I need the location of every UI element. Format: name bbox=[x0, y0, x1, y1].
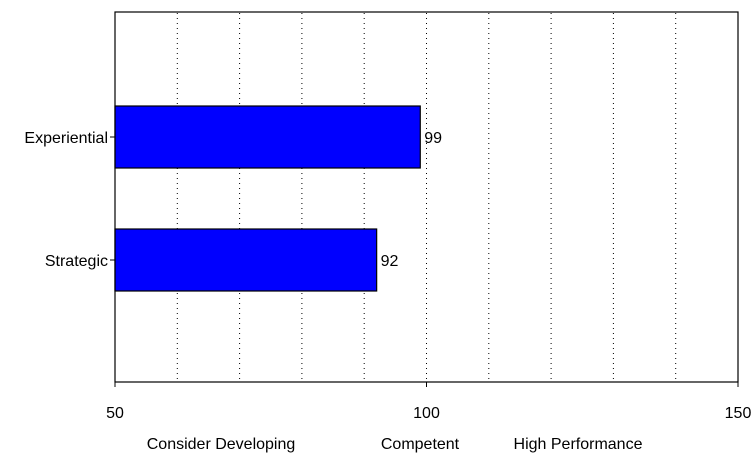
x-tick-label: 100 bbox=[413, 405, 440, 422]
category-label: Experiential bbox=[24, 130, 108, 147]
bars bbox=[114, 105, 421, 292]
plot-frame bbox=[114, 11, 739, 383]
data-labels: 99 92 bbox=[381, 130, 443, 270]
category-label: Strategic bbox=[45, 253, 108, 270]
bar bbox=[114, 228, 378, 292]
x-tick-label: 150 bbox=[725, 405, 752, 422]
band-labels: Consider Developing Competent High Perform… bbox=[147, 436, 643, 453]
x-tick-label: 50 bbox=[106, 405, 124, 422]
gridlines bbox=[176, 13, 677, 381]
band-label: Competent bbox=[381, 436, 460, 453]
band-label: High Performance bbox=[514, 436, 643, 453]
x-axis-ticks: 50 100 150 bbox=[106, 382, 751, 422]
y-axis-categories: Experiential Strategic bbox=[24, 130, 115, 270]
band-label: Consider Developing bbox=[147, 436, 296, 453]
data-label: 99 bbox=[424, 130, 442, 147]
bar bbox=[114, 105, 421, 169]
data-label: 92 bbox=[381, 253, 399, 270]
